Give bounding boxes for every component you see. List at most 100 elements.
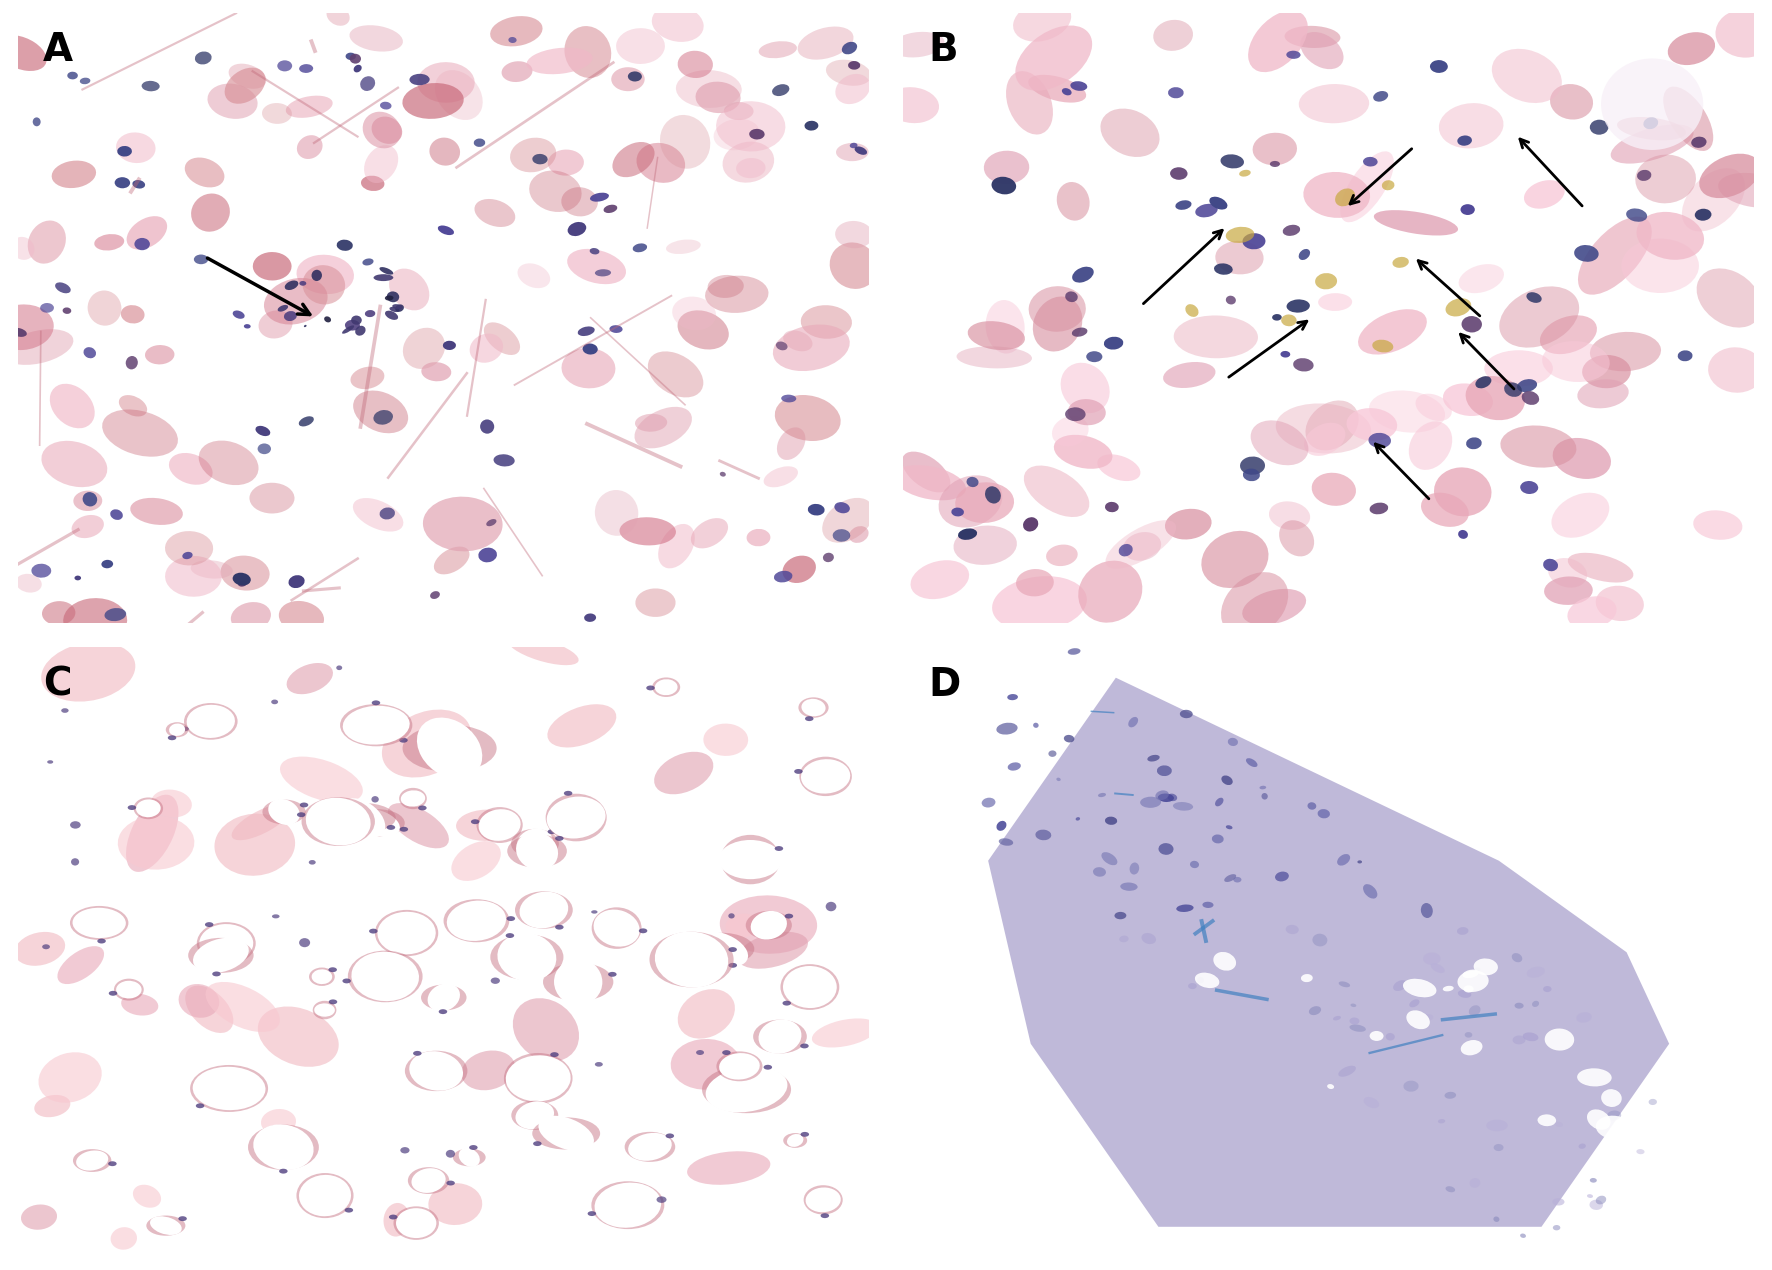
- Ellipse shape: [1593, 1148, 1620, 1172]
- Ellipse shape: [636, 144, 686, 183]
- Ellipse shape: [326, 5, 349, 25]
- Ellipse shape: [1627, 208, 1648, 222]
- Ellipse shape: [501, 61, 533, 83]
- Ellipse shape: [1699, 154, 1760, 198]
- Ellipse shape: [1409, 422, 1453, 470]
- Ellipse shape: [1201, 531, 1269, 588]
- Ellipse shape: [434, 70, 482, 121]
- Ellipse shape: [592, 1181, 664, 1229]
- Ellipse shape: [595, 490, 638, 536]
- Ellipse shape: [385, 296, 393, 301]
- Ellipse shape: [429, 137, 461, 165]
- Ellipse shape: [507, 916, 516, 921]
- Ellipse shape: [592, 907, 641, 949]
- Ellipse shape: [1444, 1092, 1457, 1099]
- Ellipse shape: [719, 895, 817, 954]
- Ellipse shape: [379, 508, 395, 519]
- Ellipse shape: [268, 799, 299, 826]
- Ellipse shape: [1357, 860, 1363, 864]
- Ellipse shape: [1115, 912, 1127, 919]
- Ellipse shape: [822, 498, 874, 542]
- Ellipse shape: [787, 1134, 803, 1147]
- Ellipse shape: [390, 307, 400, 312]
- Ellipse shape: [804, 716, 813, 721]
- Ellipse shape: [1187, 983, 1196, 989]
- Ellipse shape: [1063, 735, 1074, 743]
- Ellipse shape: [1338, 853, 1350, 866]
- Ellipse shape: [774, 570, 792, 583]
- Ellipse shape: [1469, 1179, 1480, 1187]
- Ellipse shape: [400, 790, 425, 806]
- Ellipse shape: [43, 601, 76, 625]
- Ellipse shape: [716, 1052, 762, 1081]
- Ellipse shape: [1024, 466, 1090, 517]
- Ellipse shape: [1216, 241, 1263, 274]
- Ellipse shape: [1545, 1029, 1574, 1050]
- Ellipse shape: [1224, 874, 1237, 881]
- Text: B: B: [929, 30, 959, 69]
- Ellipse shape: [688, 1151, 771, 1185]
- Ellipse shape: [1370, 390, 1446, 433]
- Ellipse shape: [1421, 493, 1469, 527]
- Ellipse shape: [400, 827, 408, 832]
- Ellipse shape: [703, 724, 748, 756]
- Ellipse shape: [351, 315, 361, 325]
- Ellipse shape: [97, 939, 106, 944]
- Ellipse shape: [1076, 817, 1081, 820]
- Ellipse shape: [386, 291, 399, 302]
- Ellipse shape: [773, 84, 789, 97]
- Ellipse shape: [438, 226, 454, 235]
- Ellipse shape: [677, 989, 735, 1039]
- Ellipse shape: [835, 502, 851, 513]
- Ellipse shape: [1315, 273, 1338, 290]
- Ellipse shape: [633, 244, 647, 253]
- Ellipse shape: [11, 328, 27, 337]
- Ellipse shape: [1350, 1017, 1359, 1025]
- Ellipse shape: [167, 723, 188, 738]
- Ellipse shape: [1198, 977, 1203, 983]
- Ellipse shape: [1446, 1186, 1455, 1193]
- Ellipse shape: [516, 892, 572, 928]
- Ellipse shape: [555, 836, 563, 841]
- Ellipse shape: [340, 799, 385, 838]
- Ellipse shape: [443, 899, 509, 942]
- Ellipse shape: [1597, 585, 1644, 621]
- Ellipse shape: [1253, 133, 1297, 165]
- Ellipse shape: [1715, 9, 1772, 57]
- Ellipse shape: [634, 414, 668, 432]
- Ellipse shape: [80, 77, 90, 84]
- Ellipse shape: [1177, 904, 1194, 912]
- Ellipse shape: [656, 931, 728, 988]
- Ellipse shape: [617, 28, 664, 64]
- Ellipse shape: [303, 325, 307, 328]
- Ellipse shape: [804, 121, 819, 131]
- Ellipse shape: [532, 154, 548, 164]
- Ellipse shape: [1393, 257, 1409, 268]
- Ellipse shape: [836, 144, 868, 161]
- Ellipse shape: [101, 560, 113, 568]
- Ellipse shape: [447, 1181, 455, 1185]
- Ellipse shape: [1589, 1200, 1604, 1210]
- Ellipse shape: [135, 237, 151, 250]
- Ellipse shape: [1159, 843, 1173, 855]
- Ellipse shape: [1097, 455, 1141, 481]
- Ellipse shape: [1350, 1025, 1366, 1031]
- Ellipse shape: [39, 1053, 101, 1102]
- Ellipse shape: [145, 345, 174, 364]
- Ellipse shape: [179, 984, 220, 1017]
- Ellipse shape: [179, 1217, 186, 1220]
- Ellipse shape: [1636, 1149, 1644, 1154]
- Ellipse shape: [626, 1132, 675, 1162]
- Ellipse shape: [647, 686, 656, 691]
- Ellipse shape: [1430, 963, 1444, 973]
- Ellipse shape: [1306, 400, 1359, 451]
- Ellipse shape: [1308, 803, 1317, 810]
- Ellipse shape: [1276, 404, 1372, 453]
- Ellipse shape: [1203, 902, 1214, 908]
- Text: A: A: [43, 30, 73, 69]
- Ellipse shape: [1028, 75, 1086, 103]
- Ellipse shape: [728, 947, 737, 952]
- Ellipse shape: [314, 1003, 335, 1017]
- Ellipse shape: [416, 718, 482, 779]
- Ellipse shape: [308, 968, 335, 986]
